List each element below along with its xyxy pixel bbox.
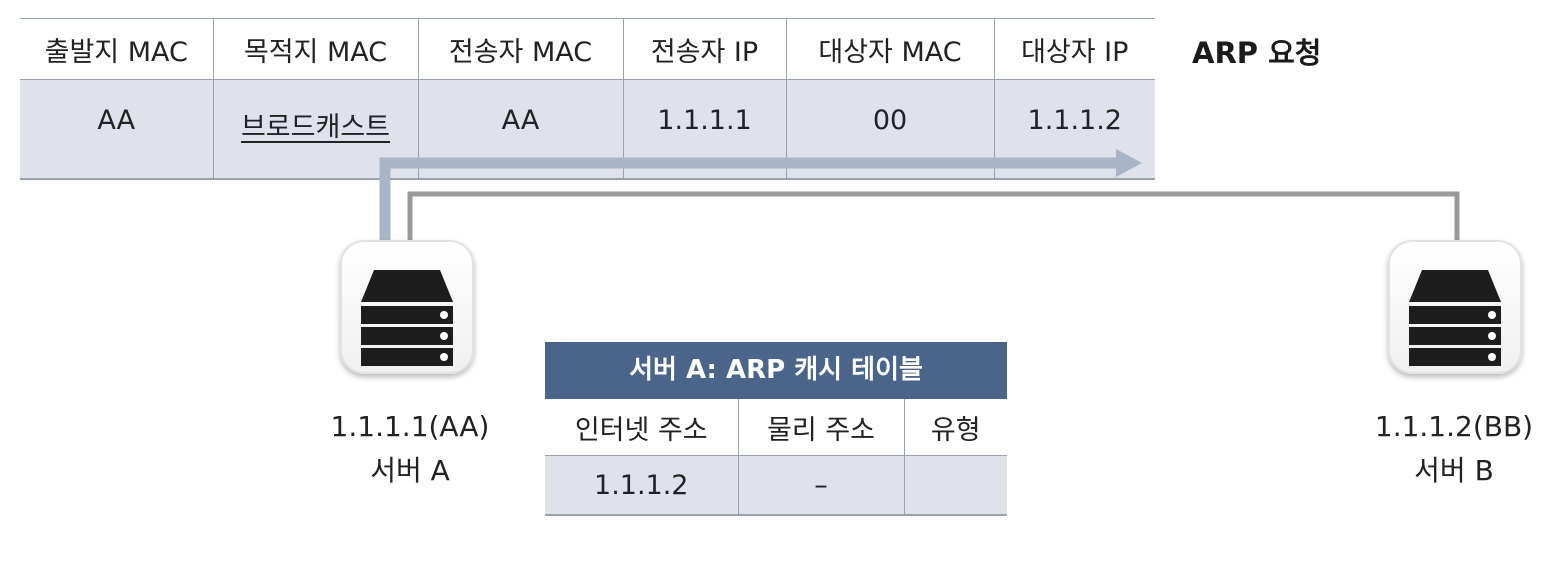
header-sender-mac: 전송자 MAC <box>417 18 623 80</box>
arp-request-header-row: 출발지 MAC 목적지 MAC 전송자 MAC 전송자 IP 대상자 MAC 대… <box>20 18 1155 80</box>
arp-request-arrowhead <box>1116 149 1142 177</box>
server-b-name: 서버 B <box>1414 454 1494 487</box>
server-icon <box>1409 270 1501 366</box>
arp-request-title: ARP 요청 <box>1192 36 1322 70</box>
arp-cache-row: 1.1.1.2 – <box>545 455 1007 516</box>
arp-cache-table: 인터넷 주소 물리 주소 유형 1.1.1.2 – <box>545 399 1007 516</box>
header-target-mac: 대상자 MAC <box>785 18 994 80</box>
cache-type <box>903 455 1007 516</box>
arp-cache-title: 서버 A: ARP 캐시 테이블 <box>545 342 1007 399</box>
header-internet-address: 인터넷 주소 <box>545 399 738 456</box>
header-sender-ip: 전송자 IP <box>622 18 786 80</box>
arp-request-arrow <box>379 157 1118 240</box>
server-b-address: 1.1.1.2(BB) <box>1374 410 1534 443</box>
header-type: 유형 <box>903 399 1007 456</box>
header-target-ip: 대상자 IP <box>993 18 1155 80</box>
cache-physical-address: – <box>737 455 904 516</box>
network-link-line <box>407 191 1460 240</box>
header-physical-address: 물리 주소 <box>737 399 904 456</box>
broadcast-value: 브로드캐스트 <box>240 112 391 143</box>
value-source-mac: AA <box>20 79 213 180</box>
header-source-mac: 출발지 MAC <box>20 18 213 80</box>
server-a-name: 서버 A <box>370 454 450 487</box>
header-dest-mac: 목적지 MAC <box>212 18 418 80</box>
server-b-label: 1.1.1.2(BB) 서버 B <box>1344 405 1558 493</box>
cache-internet-address: 1.1.1.2 <box>545 455 738 516</box>
server-b-icon <box>1388 240 1522 374</box>
server-icon <box>361 270 453 366</box>
arp-cache-header-row: 인터넷 주소 물리 주소 유형 <box>545 399 1007 456</box>
server-a-address: 1.1.1.1(AA) <box>330 410 490 443</box>
value-dest-mac: 브로드캐스트 <box>212 79 418 180</box>
server-a-icon <box>340 240 474 374</box>
server-a-label: 1.1.1.1(AA) 서버 A <box>300 405 520 493</box>
